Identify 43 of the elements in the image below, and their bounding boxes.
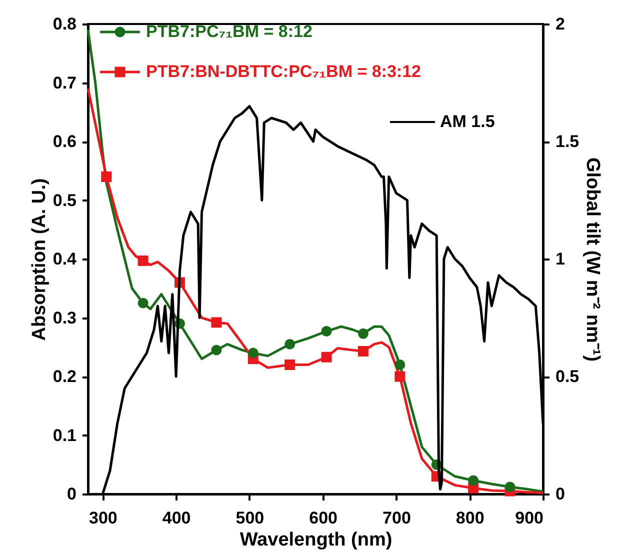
point [394,360,406,370]
x-tick-label: 500 [236,508,264,528]
y2-tick-label: 0 [556,484,565,504]
point [468,475,479,486]
point [358,346,368,356]
y-tick-label: 0.4 [52,250,78,268]
legend-label: AM 1.5 [440,112,495,131]
y2-axis-title: Global tilt (W m⁻² nm⁻¹) [582,157,604,362]
point [138,256,148,266]
point [101,172,112,182]
x-tick-label: 700 [382,508,411,528]
y2-tick-label: 2 [556,14,565,34]
point [394,371,406,382]
y-tick-label: 0.2 [52,367,76,386]
x-tick-label: 600 [309,508,338,528]
point [284,360,296,370]
x-tick-label: 400 [162,508,191,528]
y-tick-label: 0.3 [52,308,76,328]
y-tick-label: 0 [67,484,76,504]
point [248,348,258,358]
x-axis-title: Wavelength (nm) [240,530,392,550]
y-tick-label: 0.7 [52,73,76,92]
point [284,338,296,350]
y-tick-label: 0.5 [52,190,76,210]
point [358,328,368,339]
x-tick-label: 800 [456,508,484,528]
point [211,317,222,328]
y-tick-label: 0.1 [52,426,76,445]
x-tick-label: 300 [88,508,118,528]
point [321,326,332,336]
y2-tick-label: 0.5 [556,367,580,386]
legend-label: PTB7:PC₇₁BM = 8:12 [146,22,312,41]
point [504,482,516,492]
x-tick-label: 900 [515,508,544,528]
point [138,298,148,308]
y-tick-label: 0.8 [52,14,76,34]
point [321,352,332,362]
point [211,344,222,356]
y-axis-title: Absorption (A. U.) [28,178,50,341]
legend-label: PTB7:BN-DBTTC:PC₇₁BM = 8:3:12 [146,62,421,81]
y2-tick-label: 1 [556,250,565,268]
y-tick-label: 0.6 [52,132,76,151]
y2-tick-label: 1.5 [556,132,580,151]
